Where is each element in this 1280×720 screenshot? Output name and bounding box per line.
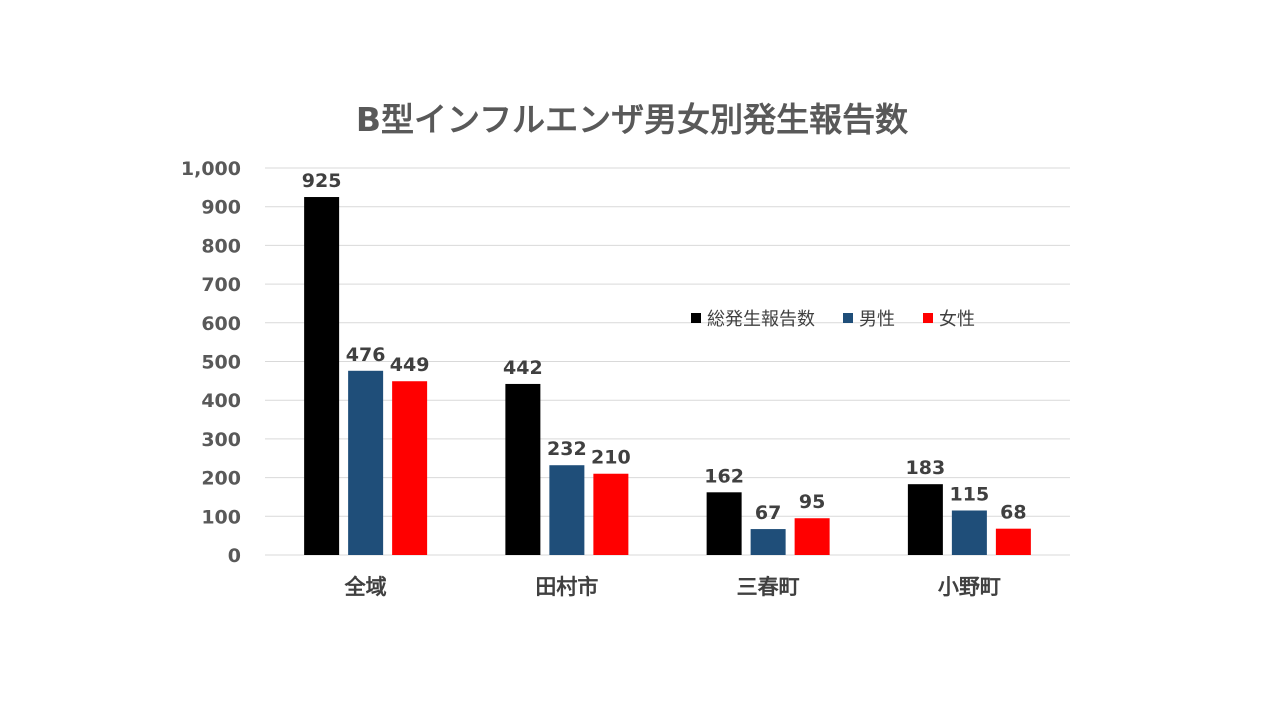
data-label: 925 [302,170,342,192]
data-label: 232 [547,438,587,460]
category-label: 田村市 [535,575,598,599]
legend-swatch [691,313,701,323]
y-tick-label: 300 [201,429,241,451]
legend-label: 総発生報告数 [707,309,815,330]
y-tick-label: 600 [201,313,241,335]
y-axis-tick-labels: 0 100 200 300 400 500 600 700 800 900 1,000 [181,158,241,567]
bar [392,381,428,555]
y-tick-label: 1,000 [181,158,241,180]
legend-swatch [923,313,933,323]
bar [706,492,742,555]
bar [794,518,830,555]
y-tick-label: 800 [201,235,241,257]
data-label: 442 [503,357,543,379]
x-axis-category-labels: 全域 田村市 三春町 小野町 [344,575,1001,599]
bar [549,465,585,555]
data-label: 115 [950,483,990,505]
category-label: 小野町 [938,575,1001,599]
data-label: 95 [799,491,825,513]
data-label: 449 [390,354,430,376]
bar [907,484,943,555]
data-label: 210 [591,447,631,469]
bar [593,473,629,555]
legend-label: 男性 [859,309,895,330]
legend-swatch [843,313,853,323]
legend: 総発生報告数 男性 女性 [691,309,975,330]
data-label: 183 [906,457,946,479]
y-tick-label: 100 [201,506,241,528]
bars [304,197,1031,555]
chart-title: B型インフルエンザ男女別発生報告数 [356,100,909,139]
bar [750,529,786,555]
category-label: 三春町 [737,575,800,599]
bar [505,383,541,555]
bar [951,510,987,555]
bar [304,197,340,555]
y-tick-label: 0 [228,545,241,567]
data-label: 68 [1000,502,1026,524]
y-tick-label: 900 [201,197,241,219]
y-tick-label: 500 [201,352,241,374]
legend-label: 女性 [939,309,975,330]
data-label: 67 [755,502,781,524]
y-tick-label: 400 [201,390,241,412]
y-tick-label: 200 [201,468,241,490]
bar [995,528,1031,555]
data-label: 476 [346,344,386,366]
category-label: 全域 [344,575,387,599]
data-label: 162 [704,465,744,487]
bar [348,370,384,555]
y-tick-label: 700 [201,274,241,296]
